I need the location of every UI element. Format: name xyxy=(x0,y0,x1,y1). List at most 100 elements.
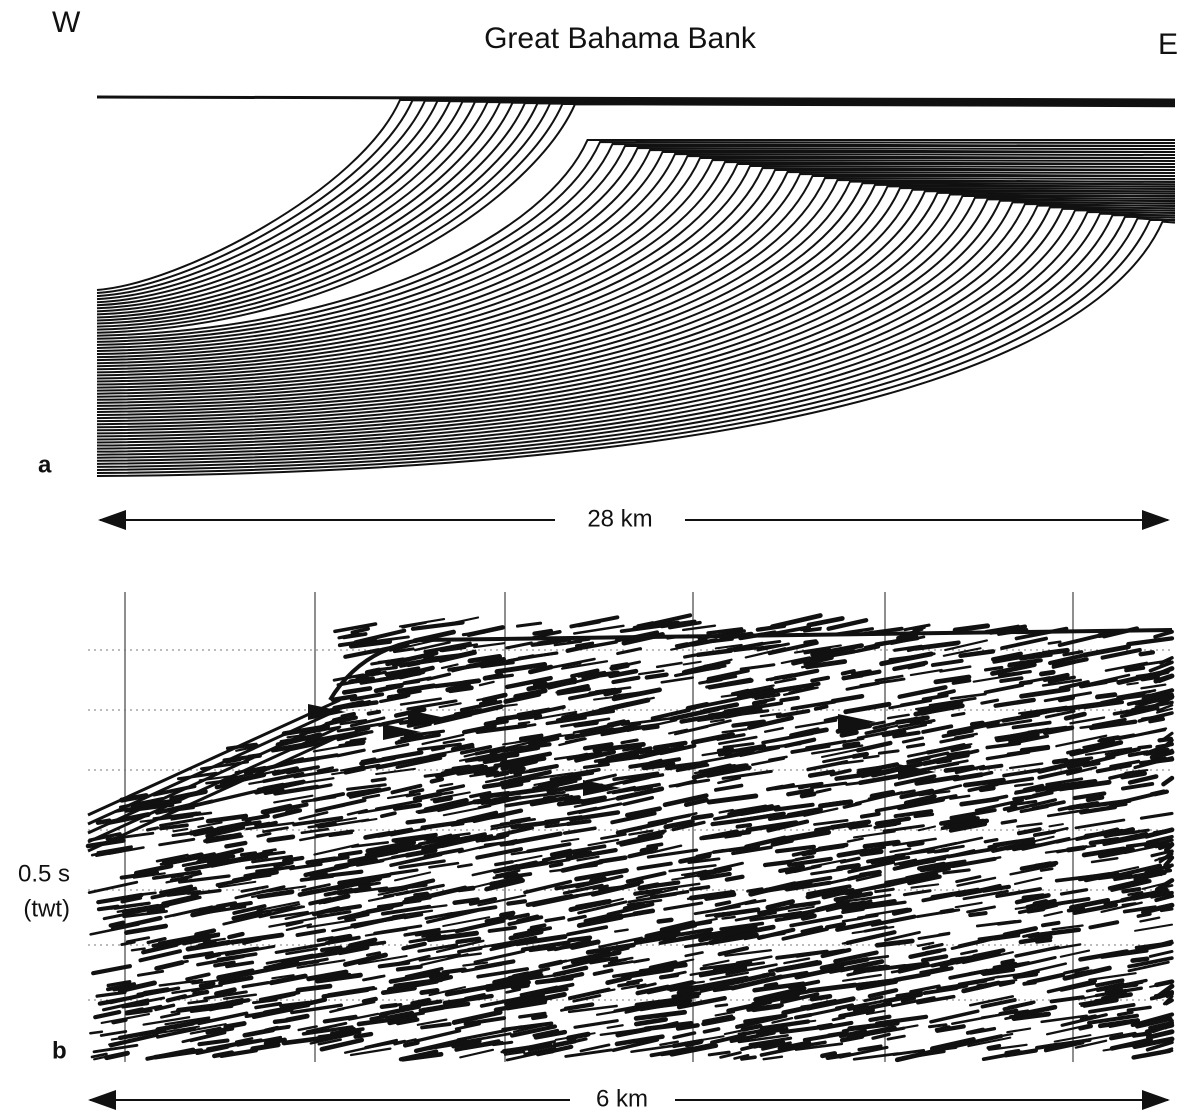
reflector xyxy=(627,849,653,859)
reflector xyxy=(428,746,475,757)
reflector xyxy=(548,862,564,868)
reflector xyxy=(567,1004,618,1014)
reflector xyxy=(473,949,526,964)
reflector xyxy=(737,1034,789,1044)
reflector xyxy=(478,680,495,687)
reflector xyxy=(602,960,634,968)
reflector xyxy=(1105,747,1141,759)
reflector xyxy=(366,709,382,716)
reflector xyxy=(690,732,735,745)
reflector xyxy=(1100,991,1128,1001)
reflector xyxy=(554,1032,596,1041)
reflector xyxy=(734,812,779,823)
reflector xyxy=(890,635,926,645)
reflector xyxy=(1155,707,1174,714)
reflector xyxy=(346,787,383,798)
reflector xyxy=(855,873,882,882)
reflector xyxy=(605,975,632,986)
reflector xyxy=(262,802,309,815)
reflector xyxy=(205,833,233,841)
reflector xyxy=(1157,983,1175,998)
reflector xyxy=(452,897,480,906)
clinoform-line xyxy=(96,217,1176,471)
reflector xyxy=(672,1031,697,1040)
reflector xyxy=(1082,644,1131,658)
reflector xyxy=(432,616,480,629)
reflector xyxy=(274,942,327,955)
reflector xyxy=(871,1032,891,1040)
reflector xyxy=(577,802,623,814)
reflector xyxy=(1163,849,1174,861)
reflector xyxy=(597,855,628,864)
reflector xyxy=(164,1016,211,1026)
reflector xyxy=(1103,827,1136,839)
clinoform-line xyxy=(96,219,1175,474)
reflector xyxy=(845,681,881,691)
reflector xyxy=(533,779,558,787)
reflector xyxy=(662,970,687,978)
reflector xyxy=(794,1042,844,1051)
reflector xyxy=(203,990,248,1001)
reflector xyxy=(809,993,833,1002)
reflector xyxy=(1003,835,1055,850)
reflector xyxy=(215,901,238,909)
reflector xyxy=(263,954,314,970)
clinoform-line xyxy=(96,101,1175,319)
reflector xyxy=(504,860,550,872)
reflector xyxy=(1148,717,1166,724)
reflector xyxy=(633,1009,688,1021)
reflector xyxy=(616,647,643,656)
reflector xyxy=(936,794,958,801)
reflector xyxy=(1145,1029,1175,1040)
reflector xyxy=(500,758,539,772)
clinoform-line xyxy=(96,100,1175,310)
reflector xyxy=(1002,805,1018,812)
reflector xyxy=(717,776,742,785)
reflector xyxy=(561,662,582,668)
reflector xyxy=(327,933,353,943)
reflector xyxy=(806,616,845,628)
reflector xyxy=(402,1040,420,1048)
reflector xyxy=(718,735,758,746)
reflector xyxy=(1055,734,1108,748)
reflector xyxy=(781,927,829,941)
reflector xyxy=(185,939,232,952)
reflector xyxy=(562,883,604,895)
reflector xyxy=(1161,775,1175,787)
reflector xyxy=(716,747,734,753)
reflector xyxy=(936,979,988,991)
reflector xyxy=(518,1011,547,1019)
reflector xyxy=(995,887,1042,899)
reflector xyxy=(512,1024,545,1033)
clinoform-line xyxy=(96,166,1176,380)
panel-a-label: a xyxy=(38,451,52,478)
reflector xyxy=(668,728,689,735)
reflector xyxy=(375,767,416,776)
reflector xyxy=(746,684,775,692)
reflector xyxy=(983,665,1004,672)
reflector xyxy=(1057,631,1110,648)
clinoform-line xyxy=(96,176,1176,395)
reflector xyxy=(1077,873,1110,882)
reflector xyxy=(414,929,457,937)
reflector xyxy=(643,1000,691,1010)
clinoform-line xyxy=(96,185,1175,410)
reflector xyxy=(290,1003,343,1015)
reflector xyxy=(202,937,226,943)
reflector xyxy=(1041,678,1082,687)
reflector xyxy=(872,716,919,730)
reflector xyxy=(859,811,881,819)
reflector xyxy=(392,802,423,811)
reflector xyxy=(196,854,236,865)
reflector xyxy=(549,848,573,857)
reflector xyxy=(909,984,941,994)
reflector xyxy=(683,869,708,877)
reflector xyxy=(160,1012,181,1019)
reflector xyxy=(587,838,620,847)
reflector xyxy=(458,752,498,762)
arrowhead xyxy=(583,780,621,796)
reflector xyxy=(330,693,358,703)
reflector xyxy=(205,1026,235,1035)
reflector xyxy=(1045,777,1084,786)
reflector xyxy=(1144,838,1174,849)
